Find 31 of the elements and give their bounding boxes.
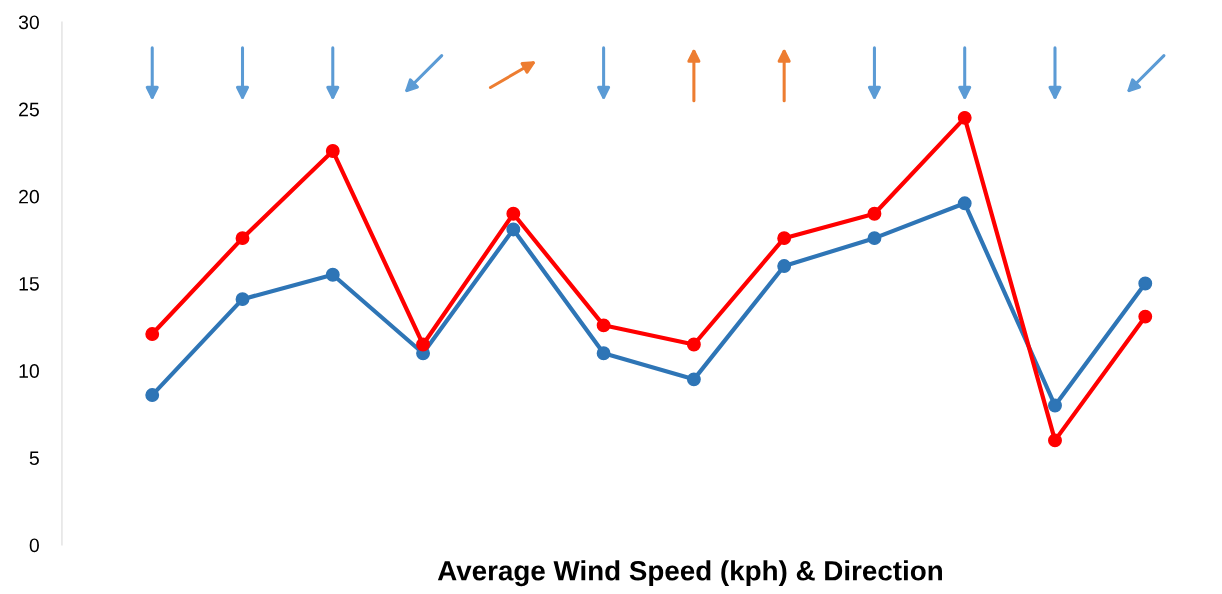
y-tick-label: 10 — [19, 364, 39, 378]
y-tick-label: 20 — [19, 189, 39, 204]
y-tick-label: 25 — [19, 102, 39, 117]
point — [867, 206, 882, 221]
point — [596, 346, 611, 361]
point — [957, 196, 972, 211]
point — [506, 206, 521, 221]
point — [145, 388, 160, 403]
point — [596, 318, 611, 333]
y-tick-label: 5 — [29, 451, 39, 466]
point — [235, 231, 250, 246]
point — [1048, 398, 1062, 413]
point — [686, 337, 701, 352]
y-tick-label: 0 — [29, 538, 39, 553]
point — [145, 327, 160, 341]
point — [1048, 433, 1062, 448]
point — [325, 267, 340, 282]
point — [957, 110, 972, 125]
y-tick-label: 15 — [19, 277, 39, 291]
point — [506, 222, 521, 237]
point — [686, 372, 701, 387]
point — [1138, 309, 1153, 324]
point — [777, 231, 792, 246]
point — [325, 144, 340, 158]
point — [867, 231, 882, 246]
point — [235, 292, 250, 307]
y-tick-label: 30 — [18, 15, 39, 30]
text: Average Wind Speed (kph) & Direction — [437, 560, 942, 587]
point — [416, 337, 431, 352]
point — [777, 259, 792, 273]
point — [1138, 276, 1153, 291]
